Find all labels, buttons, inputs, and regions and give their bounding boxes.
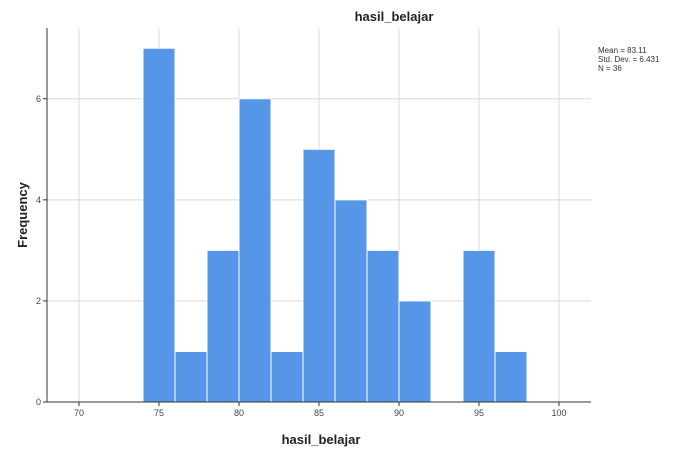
std-dev-stat: Std. Dev. = 6.431 [598,55,660,64]
histogram-bar [398,300,432,403]
histogram-bar [174,350,208,403]
mean-stat: Mean = 83.11 [598,46,647,55]
x-tick-label: 80 [234,408,244,418]
bars-layer [142,47,528,403]
histogram-bar [238,98,272,403]
histogram-bar [142,47,176,403]
histogram-bar [494,350,528,403]
y-tick-label: 0 [36,397,41,407]
chart-title: hasil_belajar [355,9,434,24]
x-tick-label: 100 [551,408,566,418]
y-tick-label: 6 [36,94,41,104]
histogram-bar [206,249,240,403]
histogram-bar [366,249,400,403]
x-tick-label: 90 [394,408,404,418]
x-tick-label: 85 [314,408,324,418]
y-tick-label: 2 [36,296,41,306]
y-axis-title: Frequency [15,181,30,248]
histogram-bar [270,350,304,403]
x-tick-label: 75 [154,408,164,418]
x-axis-title: hasil_belajar [282,432,361,447]
histogram-bar [462,249,496,403]
histogram-bar [334,199,368,403]
x-tick-label: 95 [474,408,484,418]
n-stat: N = 36 [598,64,622,73]
y-tick-label: 4 [36,195,41,205]
histogram-bar [302,148,336,403]
x-tick-label: 70 [74,408,84,418]
tick-layer: 70 75 80 85 90 95 100 0 2 4 6 [36,94,567,418]
